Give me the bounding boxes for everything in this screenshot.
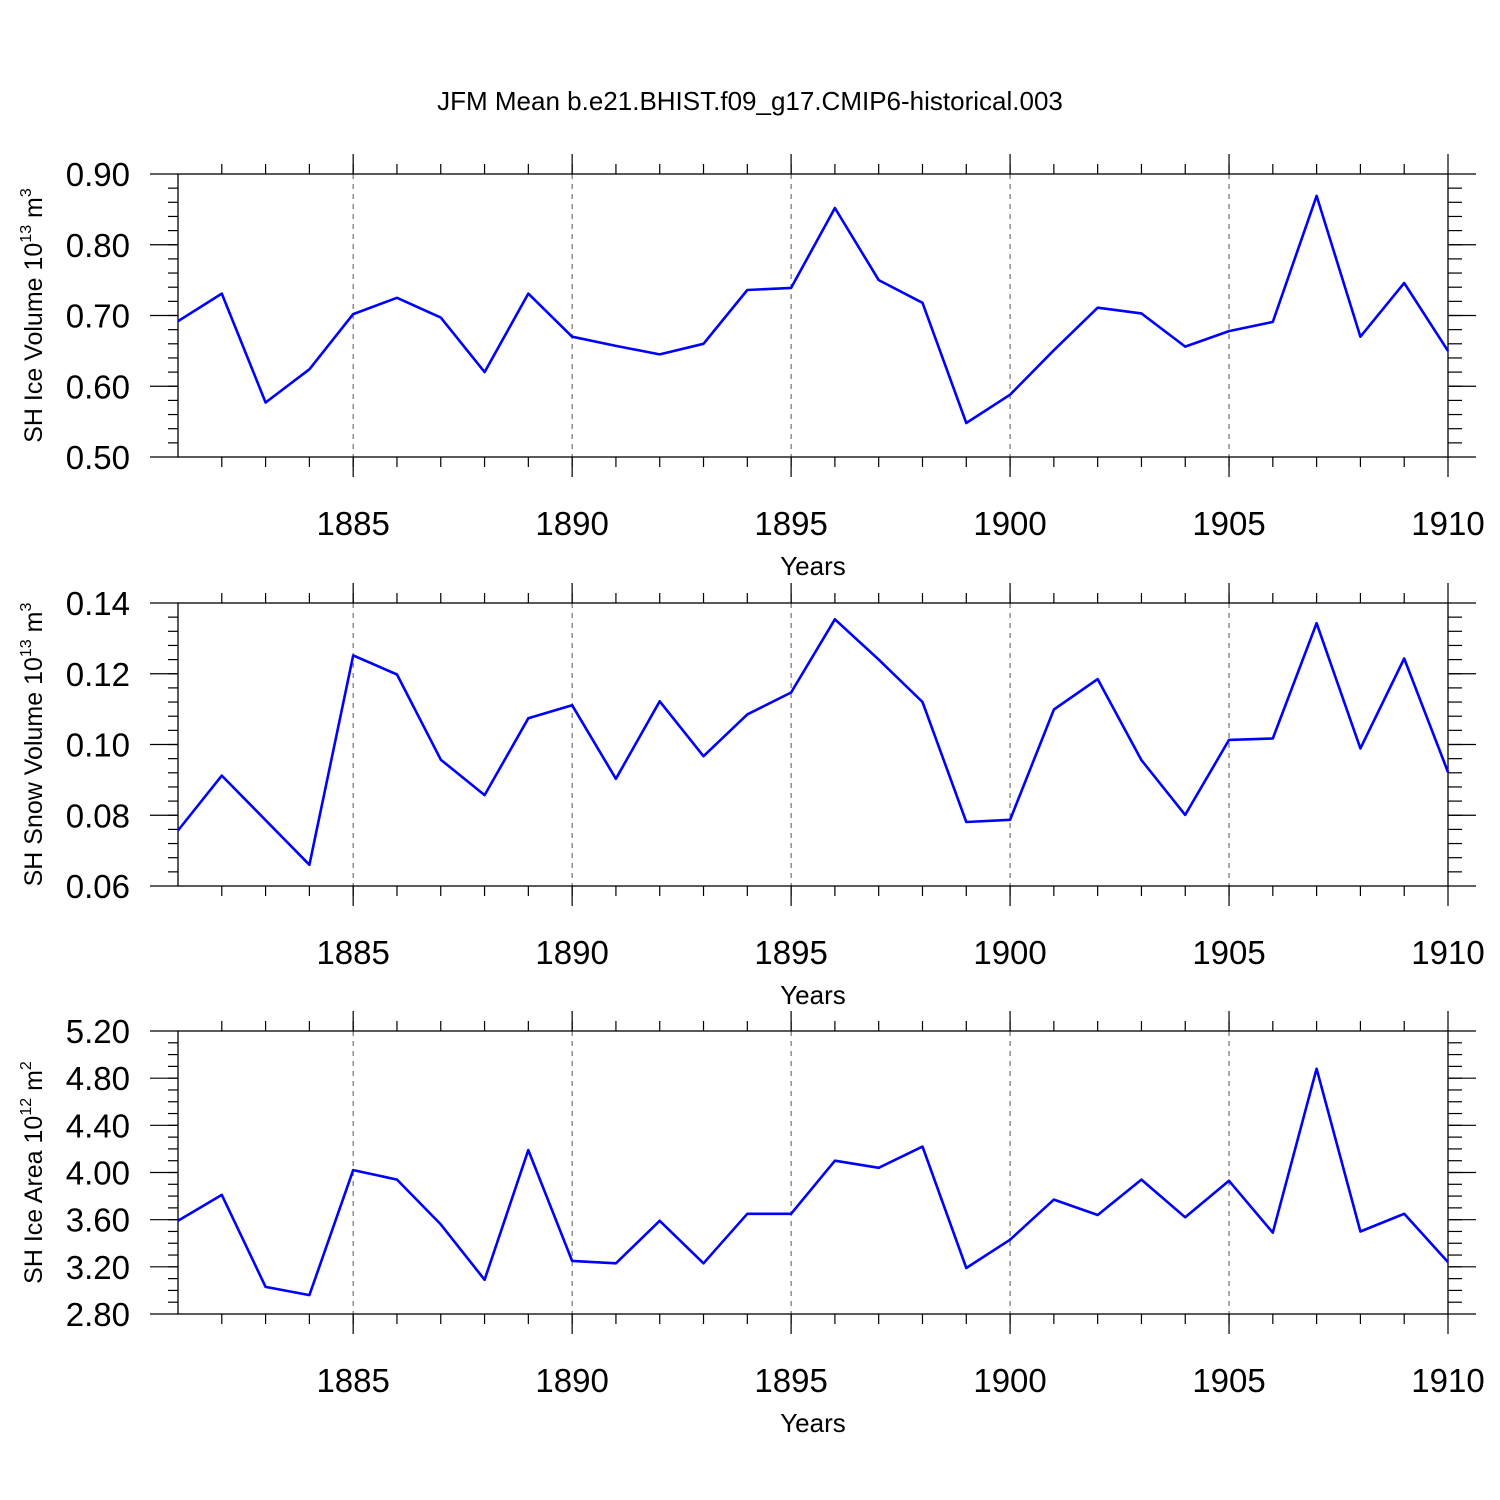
y-tick-label: 2.80 — [66, 1296, 130, 1333]
x-tick-label: 1885 — [316, 934, 389, 971]
figure-title: JFM Mean b.e21.BHIST.f09_g17.CMIP6-histo… — [437, 86, 1063, 116]
x-tick-label: 1895 — [754, 934, 827, 971]
y-tick-label: 0.60 — [66, 368, 130, 405]
y-tick-label: 0.80 — [66, 227, 130, 264]
x-tick-label: 1895 — [754, 1362, 827, 1399]
x-tick-label: 1910 — [1411, 934, 1484, 971]
chart-panel-3: 1885 1890 1895 1900 1905 1910 2.80 3.20 3.60 4.00… — [18, 1011, 1485, 1438]
y-tick-label: 5.20 — [66, 1013, 130, 1050]
x-tick-label: 1890 — [535, 934, 608, 971]
y-axis-label: SH Snow Volume 1013 m3 — [18, 603, 48, 887]
x-tick-label: 1890 — [535, 1362, 608, 1399]
x-tick-label: 1900 — [973, 1362, 1046, 1399]
data-line — [177, 194, 1450, 425]
y-tick-label: 0.14 — [66, 585, 130, 622]
y-tick-label: 0.70 — [66, 298, 130, 335]
x-tick-label: 1885 — [316, 505, 389, 542]
y-axis-label: SH Ice Area 1012 m2 — [18, 1061, 48, 1284]
data-line — [176, 617, 1450, 867]
chart-panel-1: 1885 1890 1895 1900 1905 1910 0.50 0.60 0.70 0.80… — [18, 154, 1485, 581]
y-axis-label: SH Ice Volume 1013 m3 — [18, 188, 48, 443]
x-tick-label: 1885 — [316, 1362, 389, 1399]
x-tick-label: 1895 — [754, 505, 827, 542]
y-tick-label: 3.20 — [66, 1249, 130, 1286]
x-tick-label: 1900 — [973, 934, 1046, 971]
x-axis-label: Years — [780, 1408, 846, 1438]
y-tick-label: 4.80 — [66, 1060, 130, 1097]
chart-panel-2: 1885 1890 1895 1900 1905 1910 0.06 0.08 0.10 0.12… — [18, 583, 1485, 1010]
y-tick-label: 0.10 — [66, 727, 130, 764]
x-tick-label: 1905 — [1192, 1362, 1265, 1399]
y-tick-label: 4.00 — [66, 1155, 130, 1192]
x-tick-label: 1890 — [535, 505, 608, 542]
plot-frame — [177, 1030, 1449, 1315]
plot-frame — [177, 173, 1449, 458]
y-tick-label: 0.90 — [66, 156, 130, 193]
y-tick-label: 0.50 — [66, 439, 130, 476]
x-tick-label: 1900 — [973, 505, 1046, 542]
y-tick-label: 0.08 — [66, 797, 130, 834]
x-tick-label: 1905 — [1192, 505, 1265, 542]
y-tick-label: 3.60 — [66, 1202, 130, 1239]
x-tick-label: 1905 — [1192, 934, 1265, 971]
panels: 1885 1890 1895 1900 1905 1910 0.50 0.60 0.70 0.80… — [18, 154, 1485, 1438]
y-tick-label: 0.06 — [66, 868, 130, 905]
data-line — [177, 1067, 1449, 1297]
x-tick-label: 1910 — [1411, 1362, 1484, 1399]
x-axis-label: Years — [780, 980, 846, 1010]
y-tick-label: 4.40 — [66, 1107, 130, 1144]
y-tick-label: 0.12 — [66, 656, 130, 693]
x-tick-label: 1910 — [1411, 505, 1484, 542]
plot-frame — [177, 602, 1449, 887]
x-axis-label: Years — [780, 551, 846, 581]
